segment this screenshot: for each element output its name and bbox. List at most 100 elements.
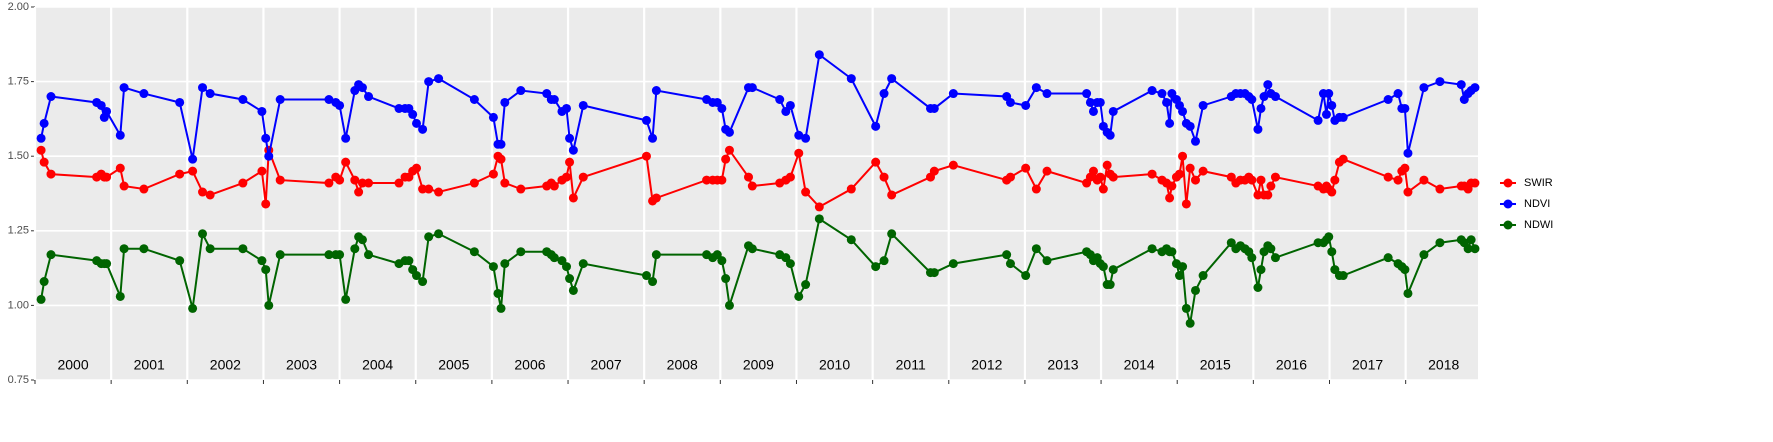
data-point xyxy=(1327,247,1337,257)
x-tick-label: 2014 xyxy=(1124,357,1155,373)
data-point xyxy=(887,190,897,200)
data-point xyxy=(1088,106,1098,116)
data-point xyxy=(1266,181,1276,191)
data-point xyxy=(1383,95,1393,105)
data-point xyxy=(115,130,125,140)
legend-key-point xyxy=(1503,178,1513,188)
x-tick-label: 2012 xyxy=(971,357,1002,373)
data-point xyxy=(119,244,129,254)
data-point xyxy=(119,181,129,191)
data-point xyxy=(139,244,149,254)
data-point xyxy=(238,244,248,254)
data-point xyxy=(139,184,149,194)
data-point xyxy=(500,259,510,269)
data-point xyxy=(724,300,734,310)
data-point xyxy=(775,95,785,105)
data-point xyxy=(115,291,125,301)
data-point xyxy=(335,100,345,110)
data-point xyxy=(364,92,374,102)
data-point xyxy=(1165,118,1175,128)
data-point xyxy=(496,154,506,164)
data-point xyxy=(1178,151,1188,161)
data-point xyxy=(238,95,248,105)
data-point xyxy=(36,294,46,304)
data-point xyxy=(1466,235,1476,245)
data-point xyxy=(549,181,559,191)
data-point xyxy=(275,95,285,105)
data-point xyxy=(1108,265,1118,275)
data-point xyxy=(1435,238,1445,248)
data-point xyxy=(1247,175,1257,185)
data-point xyxy=(549,253,559,263)
data-point xyxy=(1181,199,1191,209)
data-point xyxy=(1256,175,1266,185)
data-point xyxy=(257,106,267,116)
data-point xyxy=(1167,181,1177,191)
x-tick-label: 2003 xyxy=(286,357,317,373)
data-point xyxy=(1470,244,1480,254)
data-point xyxy=(1178,106,1188,116)
data-point xyxy=(469,178,479,188)
data-point xyxy=(102,106,112,116)
data-point xyxy=(1102,160,1112,170)
data-point xyxy=(39,157,49,167)
data-point xyxy=(1266,244,1276,254)
data-point xyxy=(1270,172,1280,182)
data-point xyxy=(261,133,271,143)
data-point xyxy=(1185,318,1195,328)
data-point xyxy=(562,172,572,182)
data-point xyxy=(929,166,939,176)
x-tick-label: 2010 xyxy=(819,357,850,373)
data-point xyxy=(335,175,345,185)
x-tick-label: 2005 xyxy=(438,357,469,373)
data-point xyxy=(46,169,56,179)
data-point xyxy=(1088,166,1098,176)
x-tick-label: 2009 xyxy=(743,357,774,373)
data-point xyxy=(1031,184,1041,194)
data-point xyxy=(238,178,248,188)
data-point xyxy=(488,112,498,122)
data-point xyxy=(846,235,856,245)
data-point xyxy=(1270,253,1280,263)
legend-key-point xyxy=(1503,199,1513,209)
data-point xyxy=(1167,247,1177,257)
data-point xyxy=(1175,169,1185,179)
data-point xyxy=(562,103,572,113)
data-point xyxy=(1313,115,1323,125)
x-tick-label: 2006 xyxy=(514,357,545,373)
data-point xyxy=(724,127,734,137)
data-point xyxy=(188,303,198,313)
data-point xyxy=(1403,187,1413,197)
data-point xyxy=(257,256,267,266)
legend-label: SWIR xyxy=(1524,177,1553,189)
data-point xyxy=(1393,175,1403,185)
data-point xyxy=(39,118,49,128)
x-tick-label: 2011 xyxy=(896,357,926,373)
data-point xyxy=(717,256,727,266)
data-point xyxy=(568,145,578,155)
data-point xyxy=(46,92,56,102)
data-point xyxy=(357,235,367,245)
data-point xyxy=(1400,103,1410,113)
y-tick-label: 1.00 xyxy=(8,299,29,311)
data-point xyxy=(496,303,506,313)
data-point xyxy=(115,163,125,173)
data-point xyxy=(568,193,578,203)
data-point xyxy=(175,97,185,107)
data-point xyxy=(1253,282,1263,292)
x-tick-label: 2015 xyxy=(1200,357,1231,373)
data-point xyxy=(641,115,651,125)
x-tick-label: 2018 xyxy=(1428,357,1459,373)
data-point xyxy=(1330,175,1340,185)
data-point xyxy=(516,247,526,257)
data-point xyxy=(794,130,804,140)
data-point xyxy=(1108,106,1118,116)
x-tick-label: 2016 xyxy=(1276,357,1307,373)
data-point xyxy=(1105,280,1115,290)
data-point xyxy=(846,74,856,84)
data-point xyxy=(1259,92,1269,102)
data-point xyxy=(565,157,575,167)
data-point xyxy=(341,294,351,304)
data-point xyxy=(1198,100,1208,110)
data-point xyxy=(102,259,112,269)
